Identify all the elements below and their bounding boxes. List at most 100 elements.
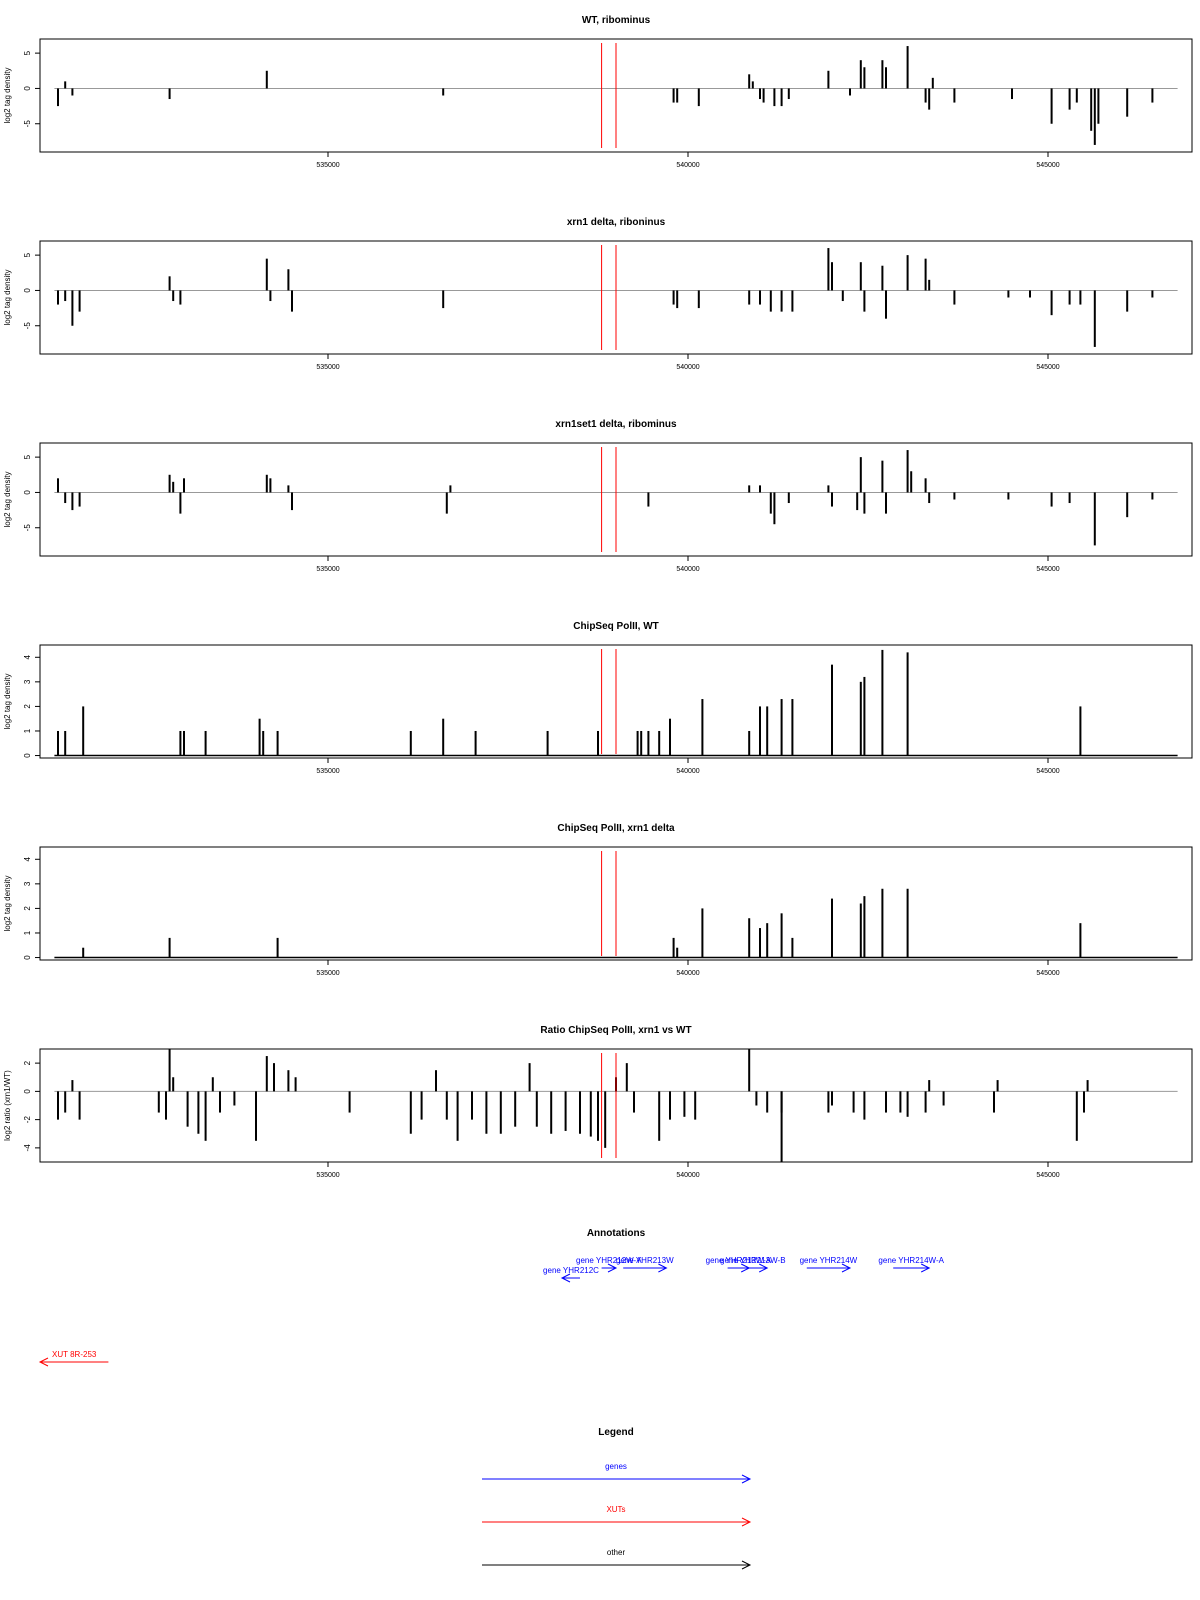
data-bar [219, 1091, 221, 1113]
data-bar [1068, 88, 1071, 110]
data-bar [172, 290, 175, 302]
data-bar [1086, 1080, 1089, 1092]
panel-title: WT, ribominus [582, 15, 651, 26]
data-bar [168, 88, 171, 100]
data-bar [852, 1091, 855, 1113]
data-bar [669, 718, 671, 756]
data-bar [647, 492, 650, 507]
plot-frame [39, 1048, 1193, 1163]
data-bar [885, 492, 887, 514]
data-bar [168, 1049, 171, 1092]
y-tick-label: 5 [23, 50, 32, 55]
annotation-item: XUT 8R-253 [38, 1350, 109, 1367]
y-tick-label: 2 [23, 704, 32, 709]
x-tick-label: 540000 [676, 1172, 699, 1179]
data-bar [762, 88, 765, 103]
data-bar [204, 1091, 207, 1141]
y-axis-label: log2 tag density [3, 875, 12, 931]
data-bar [863, 1091, 866, 1120]
data-bar [78, 492, 81, 507]
data-bar [1007, 290, 1010, 298]
data-bar [859, 681, 862, 756]
data-bar [579, 1091, 581, 1134]
data-bar [928, 279, 931, 291]
data-bar [64, 290, 67, 302]
data-bar [273, 1063, 275, 1092]
data-bar [449, 485, 452, 493]
data-bar [841, 290, 844, 302]
data-bar [748, 290, 751, 305]
data-bar [759, 928, 761, 958]
data-bar [906, 652, 909, 756]
data-bar [993, 1091, 995, 1113]
data-bar [676, 88, 679, 103]
data-bar [64, 730, 67, 756]
data-bar [831, 262, 833, 291]
x-tick-label: 535000 [316, 1172, 339, 1179]
data-bar [168, 276, 171, 291]
y-tick-label: 0 [23, 490, 32, 495]
data-bar [1151, 290, 1154, 298]
data-bar [633, 1091, 635, 1113]
data-bar [672, 88, 675, 103]
data-bar [859, 262, 862, 291]
annotation-label: gene YHR214W [800, 1256, 858, 1265]
data-bar [1079, 290, 1082, 305]
panel-5: ChipSeq PolII, xrn1 delta log2 tag densit… [3, 823, 1193, 977]
x-tick-label: 535000 [316, 364, 339, 371]
annotation-label: gene YHR212W-A [576, 1256, 642, 1265]
data-bar [435, 1070, 437, 1092]
data-bar [906, 888, 909, 958]
data-bar [204, 730, 207, 756]
plot-frame [39, 442, 1193, 557]
y-tick-label: 5 [23, 252, 32, 257]
y-tick-label: -5 [23, 524, 32, 532]
y-tick-label: 0 [23, 1089, 32, 1094]
legend-arrowhead [741, 1517, 752, 1527]
data-bar [748, 918, 751, 958]
annotation-arrowhead [38, 1357, 49, 1367]
data-bar [550, 1091, 553, 1134]
data-bar [683, 1091, 686, 1117]
data-bar [157, 1091, 160, 1113]
legend-panel: Legend genes XUTs other [482, 1427, 752, 1570]
y-tick-label: 0 [23, 288, 32, 293]
data-bar [881, 460, 884, 493]
panel-6: Ratio ChipSeq PolII, xrn1 vs WT log2 rati… [3, 1025, 1193, 1179]
data-bar [881, 60, 884, 89]
y-tick-label: 0 [23, 955, 32, 960]
x-tick-label: 540000 [676, 162, 699, 169]
data-bar [179, 730, 182, 756]
panel-2: xrn1 delta, riboninus log2 tag density 5 0 -… [3, 217, 1193, 371]
data-bar [701, 908, 704, 958]
y-tick-label: -2 [23, 1116, 32, 1124]
x-tick-label: 535000 [316, 162, 339, 169]
data-bar [1079, 706, 1082, 756]
legend-label: other [607, 1548, 626, 1557]
data-bar [697, 290, 700, 309]
y-axis-label: log2 tag density [3, 269, 12, 325]
data-bar [1075, 88, 1078, 103]
data-bar [179, 290, 182, 305]
data-bar [183, 730, 185, 756]
data-bar [694, 1091, 697, 1120]
data-bar [899, 1091, 902, 1113]
panel-title: xrn1set1 delta, ribominus [555, 419, 677, 430]
y-tick-label: 5 [23, 454, 32, 459]
data-bar [564, 1091, 567, 1131]
y-tick-label: -4 [23, 1144, 32, 1152]
data-bar [186, 1091, 189, 1127]
x-tick-label: 545000 [1036, 162, 1059, 169]
data-bar [831, 492, 833, 507]
annotation-item: gene YHR214W [800, 1256, 858, 1273]
data-bar [924, 258, 927, 291]
data-bar [906, 1091, 909, 1117]
data-bar [1126, 290, 1129, 312]
data-bar [456, 1091, 459, 1141]
data-bar [1011, 88, 1013, 100]
y-tick-label: 2 [23, 1060, 32, 1065]
annotation-label: gene YHR214W-A [878, 1256, 944, 1265]
data-bar [910, 471, 913, 493]
annotation-item: gene YHR213W-B [720, 1256, 786, 1273]
data-bar [82, 947, 85, 958]
